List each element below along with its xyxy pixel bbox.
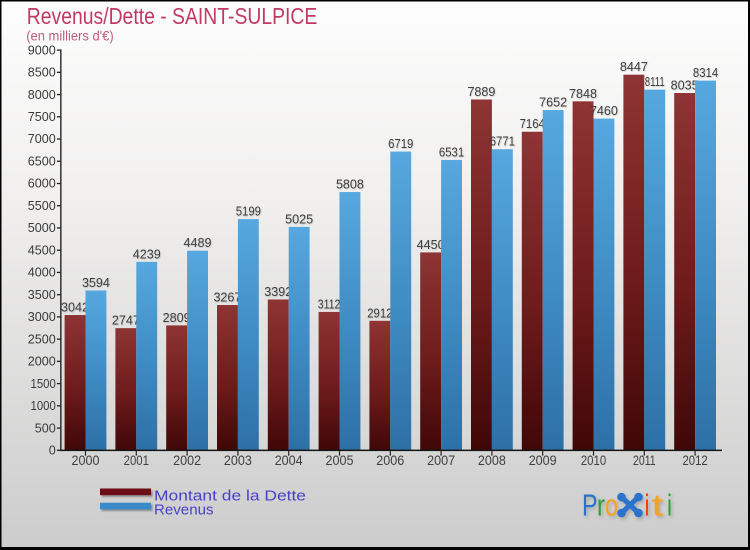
svg-text:2011: 2011 [633,453,656,468]
svg-text:8111: 8111 [645,75,665,89]
svg-text:4489: 4489 [184,236,212,250]
svg-text:7164: 7164 [520,117,545,131]
svg-text:7889: 7889 [467,85,495,99]
svg-text:2008: 2008 [478,453,506,468]
svg-text:2000: 2000 [28,354,56,369]
svg-text:5500: 5500 [28,198,56,213]
svg-text:5025: 5025 [285,212,313,226]
svg-text:3500: 3500 [28,287,56,302]
svg-text:2000: 2000 [72,453,100,468]
svg-text:8447: 8447 [620,60,648,74]
svg-text:3267: 3267 [213,291,241,305]
svg-text:4500: 4500 [28,242,56,257]
svg-text:4450: 4450 [417,238,445,252]
svg-text:2003: 2003 [224,453,252,468]
svg-text:7460: 7460 [590,104,618,118]
svg-text:5808: 5808 [336,178,364,192]
svg-text:2004: 2004 [275,453,303,468]
svg-text:8000: 8000 [28,87,56,102]
svg-text:t: t [652,488,665,523]
svg-text:(en milliers d'€): (en milliers d'€) [26,28,114,44]
svg-text:2009: 2009 [529,453,557,468]
svg-text:6771: 6771 [490,135,515,149]
svg-text:3000: 3000 [28,309,56,324]
svg-text:2006: 2006 [376,453,404,468]
svg-text:500: 500 [35,420,56,435]
svg-text:2002: 2002 [173,453,201,468]
svg-text:i: i [645,488,650,523]
svg-text:1000: 1000 [31,398,56,413]
svg-text:2747: 2747 [112,314,140,328]
svg-text:4239: 4239 [133,247,161,261]
svg-text:P: P [582,488,598,523]
svg-text:2500: 2500 [28,331,56,346]
svg-text:Revenus: Revenus [154,502,214,519]
svg-text:0: 0 [49,443,56,458]
svg-text:9000: 9000 [28,42,56,57]
svg-text:8500: 8500 [28,65,56,80]
svg-text:3042: 3042 [61,301,89,315]
svg-text:7652: 7652 [539,96,567,110]
svg-text:2001: 2001 [124,453,149,468]
svg-text:6500: 6500 [28,153,56,168]
svg-text:1500: 1500 [31,376,56,391]
svg-text:8035: 8035 [671,79,699,93]
svg-text:3112: 3112 [318,297,341,311]
svg-text:6531: 6531 [439,145,464,159]
svg-text:2005: 2005 [326,453,354,468]
svg-text:Revenus/Dette - SAINT-SULPICE: Revenus/Dette - SAINT-SULPICE [27,3,318,29]
svg-text:3594: 3594 [82,276,110,290]
svg-text:4000: 4000 [28,265,56,280]
svg-text:3392: 3392 [264,285,292,299]
svg-text:7848: 7848 [569,87,597,101]
svg-text:6000: 6000 [28,176,56,191]
svg-text:2912: 2912 [367,306,392,320]
svg-text:i: i [667,488,672,523]
svg-text:r: r [597,488,605,523]
svg-text:2007: 2007 [427,453,455,468]
svg-text:7000: 7000 [28,131,56,146]
svg-text:2012: 2012 [682,453,707,468]
svg-text:6719: 6719 [388,137,413,151]
svg-text:5000: 5000 [28,220,56,235]
svg-text:2809: 2809 [163,311,191,325]
svg-text:5199: 5199 [236,205,261,219]
svg-text:7500: 7500 [28,109,56,124]
svg-text:8314: 8314 [693,66,718,80]
svg-text:Montant de la Dette: Montant de la Dette [154,488,306,505]
svg-text:o: o [605,488,618,523]
svg-text:2010: 2010 [581,453,607,468]
